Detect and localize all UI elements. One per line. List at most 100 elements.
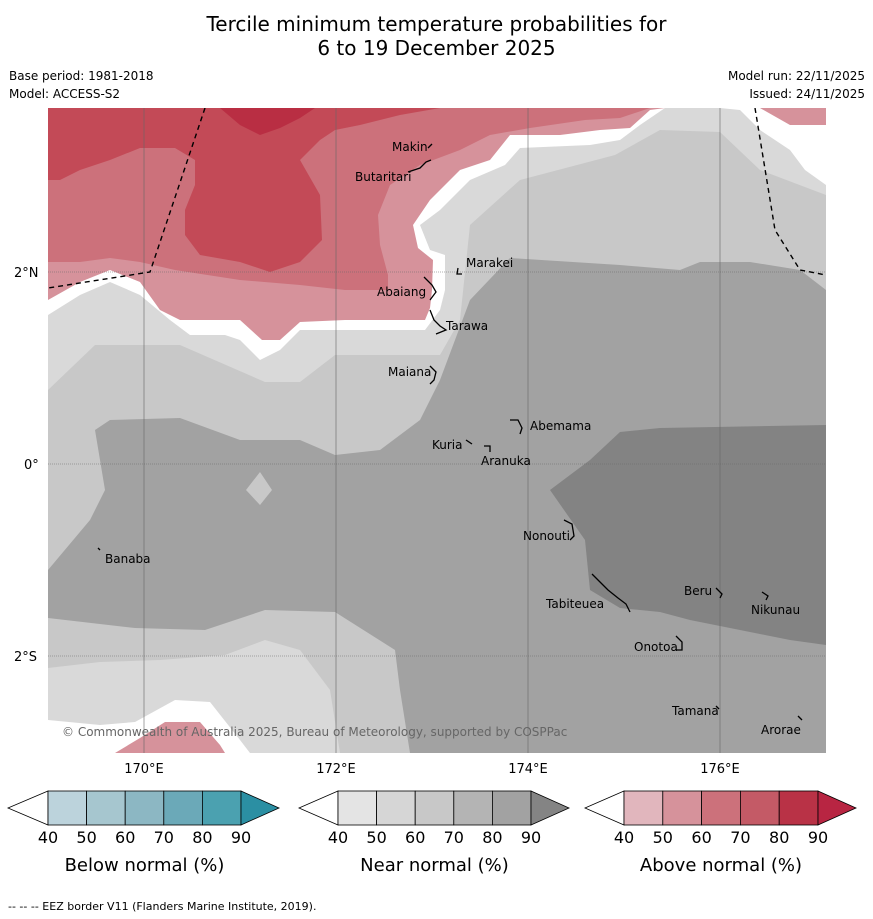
copyright-text: © Commonwealth of Australia 2025, Bureau… — [62, 725, 567, 739]
legend-right-triangle — [817, 790, 857, 826]
legend-swatch — [124, 790, 165, 826]
island-arorae — [797, 715, 803, 721]
lat-label-2n: 2°N — [14, 266, 39, 281]
island-maiana — [429, 365, 437, 385]
legend-right-triangle — [240, 790, 280, 826]
island-tamana — [715, 705, 720, 710]
near-70-field — [48, 258, 826, 753]
label-marakei: Marakei — [466, 256, 513, 270]
legend-left-triangle — [297, 790, 339, 826]
legend-tick-label: 60 — [691, 828, 711, 847]
legend-tick-label: 80 — [482, 828, 502, 847]
above-70-field — [48, 108, 440, 272]
above-50-bottom — [115, 722, 225, 753]
place-labels: Makin Butaritari Marakei Abaiang Tarawa … — [105, 140, 801, 737]
legend-tick-label: 40 — [614, 828, 634, 847]
legend-swatch — [47, 790, 87, 826]
above-80-field — [220, 108, 315, 135]
island-beru — [715, 587, 723, 599]
lon-label-170e: 170°E — [124, 762, 164, 777]
legend-tick-label: 50 — [76, 828, 96, 847]
legend-tick-label: 90 — [521, 828, 541, 847]
lon-label-176e: 176°E — [700, 762, 740, 777]
legend-swatch — [163, 790, 203, 826]
probability-fields: Makin Butaritari Marakei Abaiang Tarawa … — [48, 108, 826, 753]
near-70-hole — [246, 472, 272, 505]
legend-above-normal: 40 50 60 70 80 90 Above normal (%) — [583, 790, 857, 876]
island-abemama — [510, 419, 523, 435]
legend-title: Near normal (%) — [360, 855, 509, 876]
legend-tick-label: 70 — [730, 828, 750, 847]
label-kuria: Kuria — [432, 438, 463, 452]
legend-swatch — [201, 790, 242, 826]
legend-swatch — [740, 790, 780, 826]
legend-swatch — [491, 790, 532, 826]
legend-title: Below normal (%) — [65, 855, 225, 876]
map-title-line1: Tercile minimum temperature probabilitie… — [206, 12, 667, 36]
legend-swatch — [662, 790, 702, 826]
lon-label-172e: 172°E — [316, 762, 356, 777]
island-nonouti — [563, 519, 575, 541]
label-tarawa: Tarawa — [445, 319, 488, 333]
label-tabiteuea: Tabiteuea — [545, 597, 604, 611]
islands — [97, 143, 803, 721]
legend-right-triangle — [530, 790, 570, 826]
label-maiana: Maiana — [388, 365, 431, 379]
legend-swatch — [778, 790, 819, 826]
legend-tick-label: 80 — [769, 828, 789, 847]
legend-left-triangle — [6, 790, 49, 826]
label-makin: Makin — [392, 140, 428, 154]
legend-swatch — [376, 790, 416, 826]
legend-swatch — [86, 790, 126, 826]
legend-swatch — [701, 790, 741, 826]
graticule — [48, 108, 826, 753]
island-marakei — [456, 267, 462, 275]
island-nikunau — [761, 591, 769, 601]
label-butaritari: Butaritari — [355, 170, 412, 184]
legend-tick-label: 50 — [653, 828, 673, 847]
legend-tick-label: 60 — [405, 828, 425, 847]
island-abaiang — [423, 276, 437, 301]
axis-labels: 2°N 0° 2°S 170°E 172°E 174°E 176°E — [14, 266, 740, 777]
legend-tick-label: 70 — [444, 828, 464, 847]
island-banaba — [97, 547, 101, 551]
legend-tick-label: 40 — [328, 828, 348, 847]
eez-border — [48, 108, 826, 289]
island-makin — [427, 143, 433, 149]
eez-footer-note: -- -- -- EEZ border V11 (Flanders Marine… — [8, 900, 317, 913]
legend-tick-label: 50 — [366, 828, 386, 847]
island-kuria — [465, 439, 473, 445]
legend-swatch — [453, 790, 493, 826]
near-80-field — [550, 425, 826, 645]
label-beru: Beru — [684, 584, 712, 598]
model-run: Model run: 22/11/2025 — [727, 69, 865, 83]
legend-tick-label: 40 — [38, 828, 58, 847]
lon-label-174e: 174°E — [508, 762, 548, 777]
label-nikunau: Nikunau — [751, 603, 800, 617]
legend-swatch — [623, 790, 664, 826]
lat-label-2s: 2°S — [14, 650, 37, 665]
label-tamana: Tamana — [671, 704, 719, 718]
legend-tick-label: 70 — [154, 828, 174, 847]
label-nonouti: Nonouti — [523, 529, 570, 543]
legend-tick-label: 90 — [231, 828, 251, 847]
model-name: Model: ACCESS-S2 — [9, 87, 121, 101]
label-abemama: Abemama — [530, 419, 591, 433]
island-butaritari — [407, 159, 432, 173]
legend-title: Above normal (%) — [640, 855, 802, 876]
island-aranuka — [484, 445, 491, 452]
legend-swatch — [414, 790, 455, 826]
base-period: Base period: 1981-2018 — [9, 69, 154, 83]
island-tabiteuea — [591, 573, 631, 613]
legend-below-normal: 40 50 60 70 80 90 Below normal (%) — [6, 790, 280, 876]
legend-tick-label: 80 — [192, 828, 212, 847]
legend-tick-label: 60 — [115, 828, 135, 847]
map-title-line2: 6 to 19 December 2025 — [317, 36, 556, 60]
legend-tick-label: 90 — [808, 828, 828, 847]
issued-date: Issued: 24/11/2025 — [749, 87, 865, 101]
label-abaiang: Abaiang — [377, 285, 426, 299]
legend-swatch — [337, 790, 377, 826]
legend-near-normal: 40 50 60 70 80 90 Near normal (%) — [297, 790, 570, 876]
label-onotoa: Onotoa — [634, 640, 678, 654]
